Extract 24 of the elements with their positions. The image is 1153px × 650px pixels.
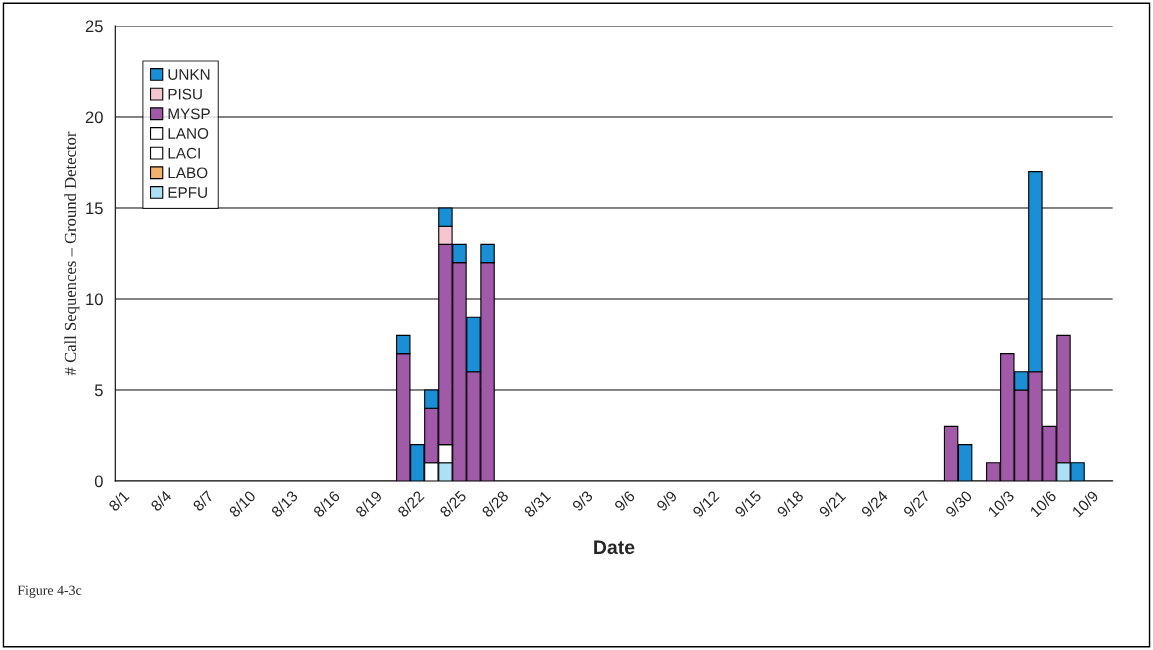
x-tick-label: 8/31 <box>523 489 552 518</box>
legend-label: PISU <box>168 88 202 100</box>
x-tick-label: 8/1 <box>107 489 130 512</box>
x-tick-label: 8/4 <box>149 489 173 512</box>
legend-label: UNKN <box>168 69 210 80</box>
legend-label: LABO <box>168 167 208 179</box>
y-tick-label: 10 <box>86 293 103 306</box>
y-tick-label: 25 <box>85 20 103 33</box>
y-axis-title: # Call Sequences – Ground Detector <box>64 131 80 376</box>
x-axis-title: Date <box>594 540 635 555</box>
y-tick-label: 0 <box>94 475 103 488</box>
x-tick-label: 9/21 <box>818 489 847 518</box>
x-tick-label: 9/3 <box>571 489 594 512</box>
legend-label: LANO <box>168 128 209 139</box>
legend-label: MYSP <box>168 108 210 120</box>
x-tick-label: 8/7 <box>192 489 214 512</box>
x-tick-label: 9/6 <box>613 489 636 512</box>
x-tick-label: 9/9 <box>655 489 678 512</box>
y-tick-label: 15 <box>86 202 103 215</box>
y-tick-label: 5 <box>94 384 103 397</box>
legend-label: LACI <box>168 147 200 159</box>
y-tick-label: 20 <box>85 111 103 124</box>
caption: Figure 4-3c <box>17 585 82 598</box>
legend-label: EPFU <box>168 187 207 198</box>
